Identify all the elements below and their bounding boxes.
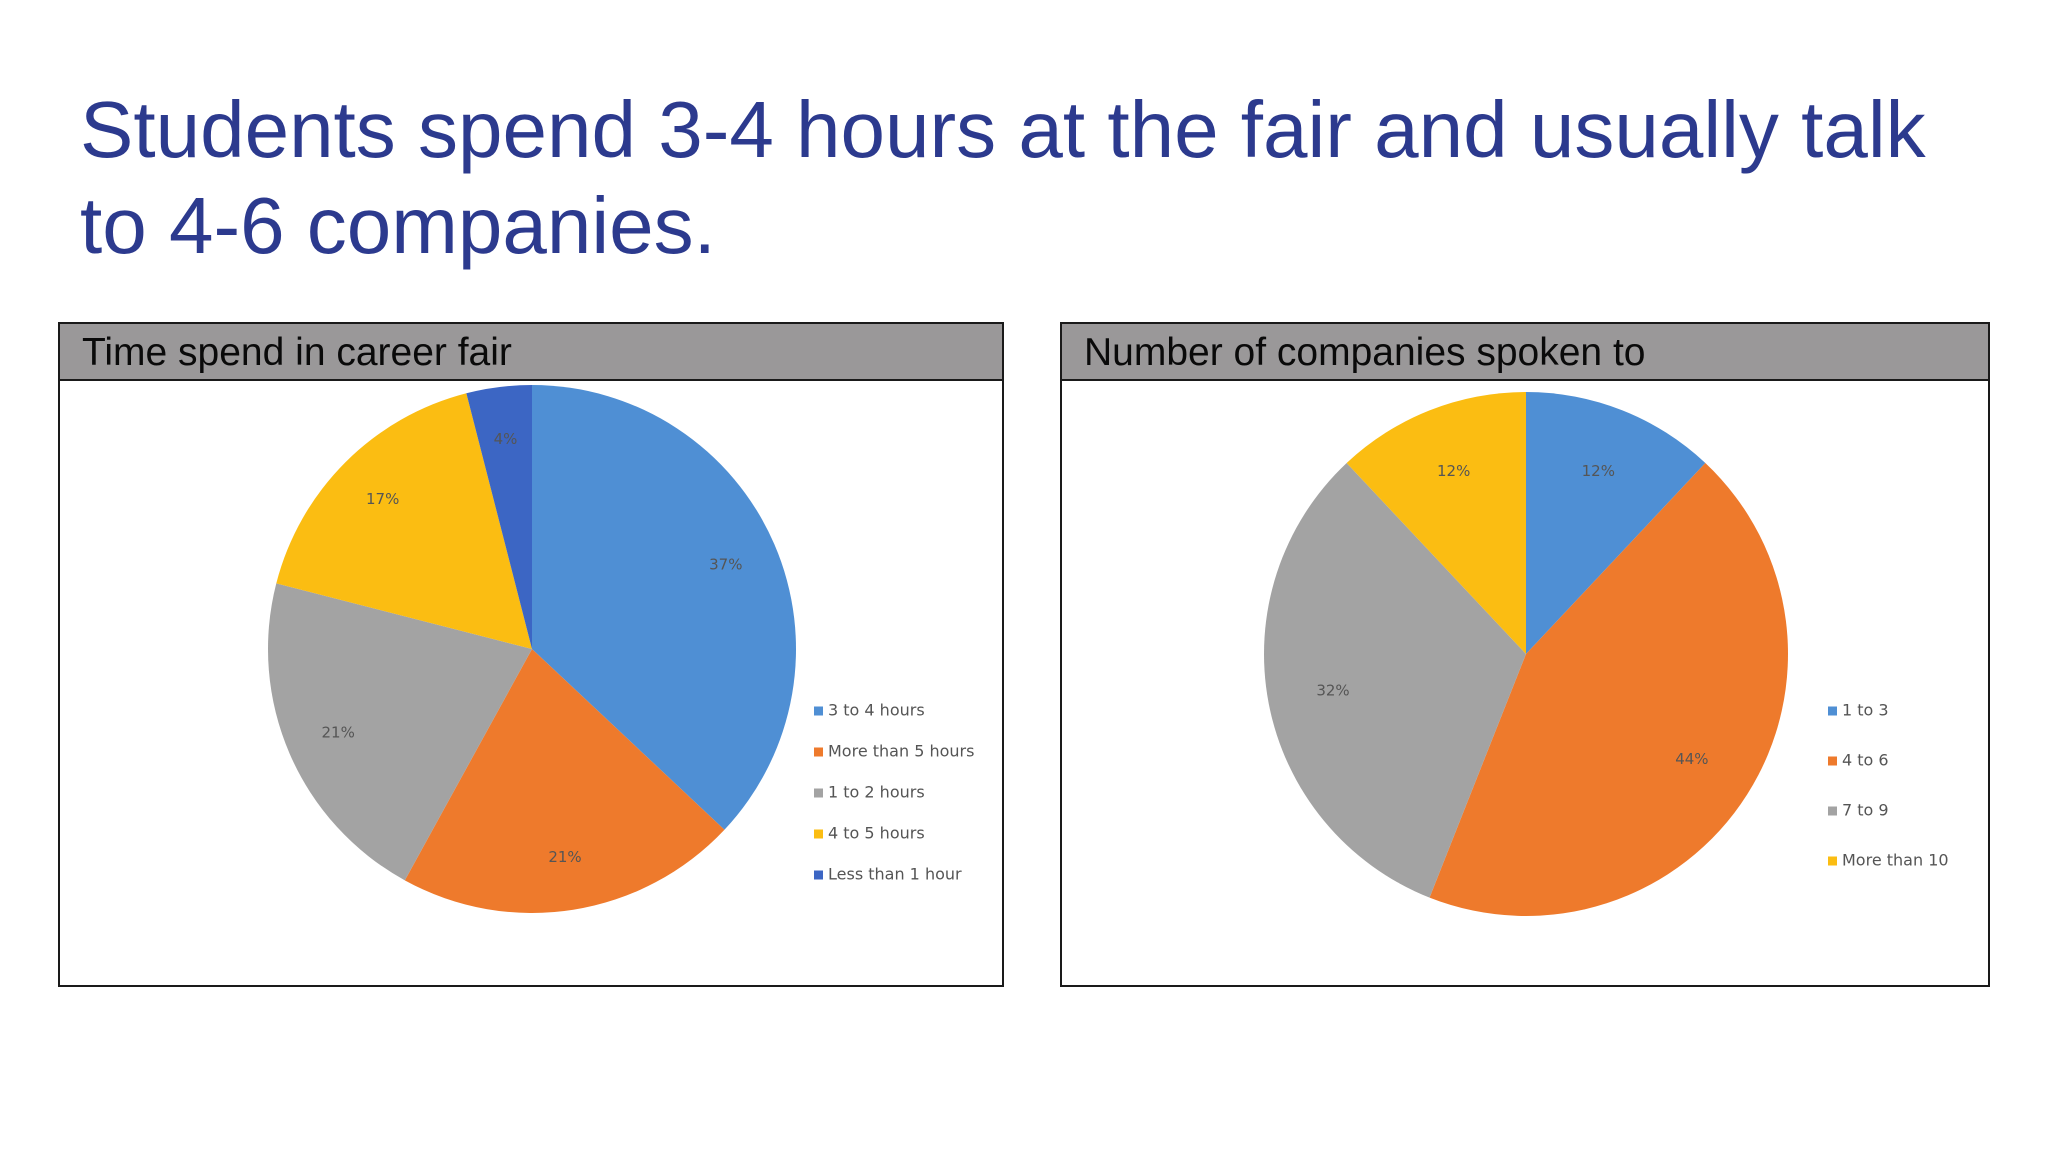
legend-swatch <box>1828 806 1837 816</box>
legend-label-1-to-2-hours: 1 to 2 hours <box>828 783 925 802</box>
pie-slice-more-than-10 <box>1346 392 1526 654</box>
time-spent-pie-chart: 37% 21% 21% 17% 4% 3 to 4 hours More than 5 ho… <box>267 385 974 913</box>
pie-slice-1-to-3 <box>1526 392 1706 654</box>
pie-slice-less-than-1-hour <box>466 385 532 649</box>
pie-slice-3-to-4-hours <box>532 385 797 830</box>
legend-label-3-to-4-hours: 3 to 4 hours <box>828 701 925 720</box>
legend-label-more-than-10: More than 10 <box>1842 851 1949 870</box>
legend-swatch <box>1828 706 1837 716</box>
slice-data-label: 21% <box>322 723 355 741</box>
legend-label-4-to-5-hours: 4 to 5 hours <box>828 824 925 843</box>
pie-slice-more-than-5-hours <box>404 649 725 913</box>
legend-swatch <box>814 870 823 880</box>
slice-data-label: 32% <box>1316 681 1349 699</box>
slice-data-label: 21% <box>548 848 581 866</box>
slide-title: Students spend 3-4 hours at the fair and… <box>80 85 1926 270</box>
legend-swatch <box>814 788 823 798</box>
pie-slice-7-to-9 <box>1264 463 1526 898</box>
pie-slice-4-to-5-hours <box>276 393 532 649</box>
slice-data-label: 12% <box>1582 462 1615 480</box>
slice-data-label: 4% <box>494 430 518 448</box>
legend-swatch <box>1828 856 1837 866</box>
legend-label-more-than-5-hours: More than 5 hours <box>828 742 974 761</box>
slice-data-label: 12% <box>1437 462 1470 480</box>
legend-label-4-to-6: 4 to 6 <box>1842 751 1889 770</box>
legend-swatch <box>814 706 823 716</box>
legend-swatch <box>1828 756 1837 766</box>
companies-chart-title: Number of companies spoken to <box>1062 324 1988 381</box>
time-spent-chart-title: Time spend in career fair <box>60 324 1002 381</box>
pie-slice-1-to-2-hours <box>267 583 532 881</box>
slice-data-label: 44% <box>1675 750 1708 768</box>
time-spent-panel: Time spend in career fair 37% 21% 21% 17% 4%… <box>58 322 1004 987</box>
legend-label-1-to-3: 1 to 3 <box>1842 701 1889 720</box>
slice-data-label: 37% <box>709 556 742 574</box>
legend-label-less-than-1-hour: Less than 1 hour <box>828 865 962 884</box>
slice-data-label: 17% <box>366 490 399 508</box>
companies-panel: Number of companies spoken to 12% 44% 32% 1… <box>1060 322 1990 987</box>
legend-label-7-to-9: 7 to 9 <box>1842 801 1889 820</box>
companies-pie-chart: 12% 44% 32% 12% 1 to 3 4 to 6 7 to 9 More than … <box>1264 392 1949 916</box>
legend-swatch <box>814 747 823 757</box>
legend-swatch <box>814 829 823 839</box>
pie-slice-4-to-6 <box>1429 463 1788 916</box>
